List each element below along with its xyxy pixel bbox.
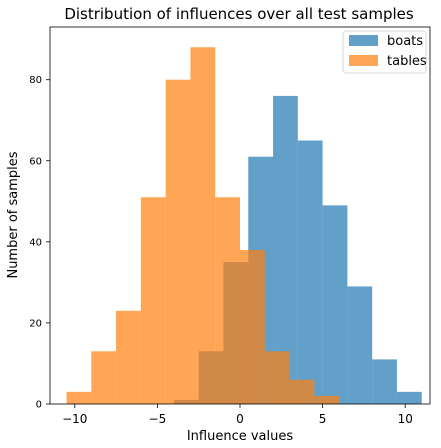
y-tick-label: 0 — [36, 400, 42, 411]
y-tick-label: 60 — [29, 156, 42, 167]
x-axis-label: Influence values — [187, 429, 294, 444]
bar-boats-9 — [396, 391, 422, 404]
bar-tables-7 — [240, 249, 265, 404]
bars-layer — [66, 47, 422, 405]
bar-boats-5 — [297, 140, 323, 404]
y-axis-label: Number of samples — [6, 151, 21, 278]
bar-tables-6 — [215, 197, 240, 404]
bar-boats-7 — [347, 286, 373, 404]
legend-swatch-boats — [349, 35, 378, 46]
bar-tables-4 — [165, 79, 191, 405]
x-tick-label: 10 — [398, 412, 413, 426]
legend-label-boats: boats — [387, 34, 423, 49]
bar-tables-10 — [314, 395, 340, 404]
legend-label-tables: tables — [387, 54, 427, 69]
x-tick-label: −10 — [62, 412, 87, 426]
chart-title: Distribution of influences over all test… — [64, 5, 414, 23]
bar-tables-1 — [91, 351, 117, 404]
bar-boats-6 — [322, 205, 348, 404]
bar-tables-2 — [116, 310, 141, 404]
legend: boats tables — [342, 30, 427, 74]
bar-tables-3 — [140, 197, 166, 404]
y-tick-label: 40 — [29, 237, 42, 248]
x-axis: −10 −5 0 5 10 — [62, 404, 413, 426]
x-tick-label: −5 — [149, 412, 167, 426]
bar-tables-9 — [289, 379, 315, 404]
legend-swatch-tables — [349, 55, 378, 66]
bar-tables-5 — [190, 47, 216, 404]
x-tick-label: 5 — [319, 412, 327, 426]
x-tick-label: 0 — [236, 412, 244, 426]
bar-tables-0 — [66, 391, 92, 404]
bar-boats-8 — [372, 359, 397, 404]
y-tick-label: 80 — [29, 75, 42, 86]
y-tick-label: 20 — [29, 318, 42, 329]
y-axis: 0 20 40 60 80 — [29, 75, 50, 411]
bar-tables-8 — [264, 351, 290, 404]
